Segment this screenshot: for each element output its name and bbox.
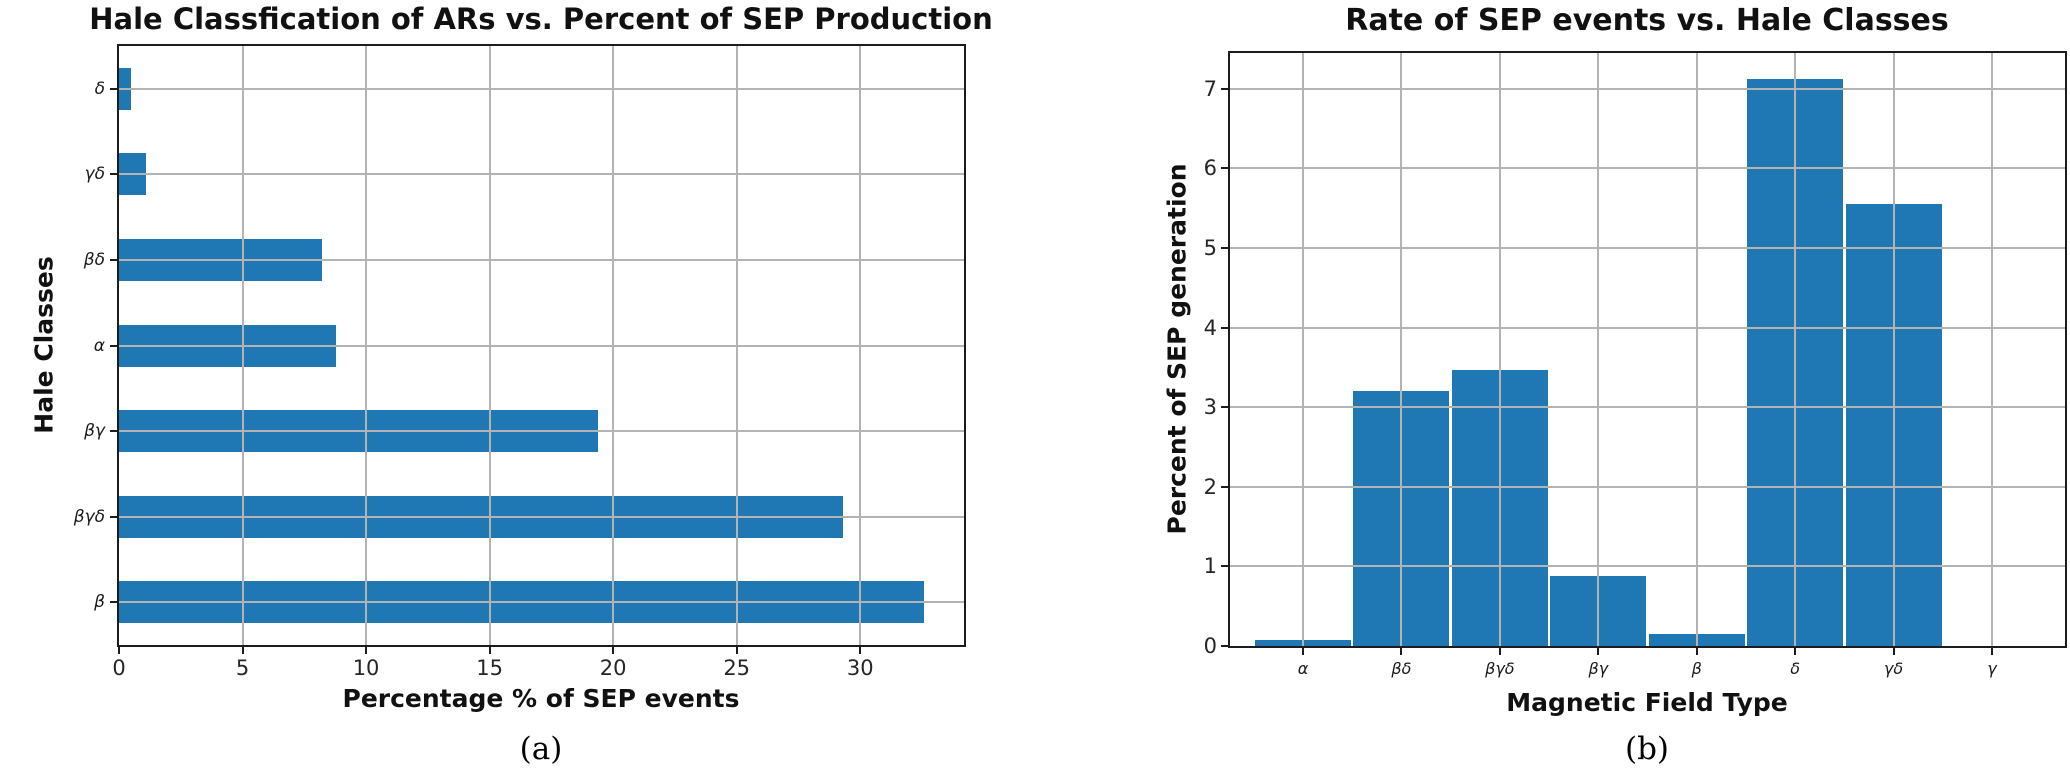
panel-a-caption: (a) <box>519 731 563 767</box>
x-tick-label: 30 <box>846 656 874 680</box>
gridline <box>1302 53 1304 646</box>
y-tick-label: 5 <box>1203 236 1217 260</box>
gridline <box>119 173 964 176</box>
x-tick-label: γδ <box>1883 659 1904 678</box>
y-tick-label: δ <box>94 78 105 99</box>
gridline <box>119 515 964 518</box>
gridline <box>1230 247 2065 249</box>
tick-mark <box>241 647 244 654</box>
gridline <box>1230 87 2065 90</box>
tick-mark <box>118 647 120 654</box>
gridline <box>119 344 964 347</box>
y-tick-label: βγδ <box>73 506 105 527</box>
tick-mark <box>1221 87 1228 90</box>
gridline <box>1794 53 1797 646</box>
chart-b-title: Rate of SEP events vs. Hale Classes <box>1345 3 1949 38</box>
tick-mark <box>1597 648 1600 655</box>
gridline <box>612 46 615 645</box>
chart-a-title: Hale Classfication of ARs vs. Percent of… <box>89 2 993 36</box>
tick-mark <box>110 515 117 518</box>
tick-mark <box>110 601 117 604</box>
tick-mark <box>1498 648 1501 655</box>
tick-mark <box>110 258 117 261</box>
y-tick-label: 2 <box>1203 474 1217 499</box>
tick-mark <box>110 344 117 347</box>
x-tick-label: β <box>1691 659 1702 678</box>
tick-mark <box>1221 247 1228 249</box>
x-tick-label: 0 <box>112 656 126 680</box>
gridline <box>1230 167 2065 170</box>
y-tick-label: α <box>93 335 105 356</box>
x-tick-label: 5 <box>235 656 250 680</box>
tick-mark <box>110 87 117 90</box>
gridline <box>859 46 862 645</box>
chart-a-plot-area: δ γδ βδ α βγ βγδ β 0 5 10 15 20 25 30 <box>74 44 966 680</box>
tick-mark <box>612 647 615 654</box>
y-tick-label: 4 <box>1203 315 1217 340</box>
chart-b-y-axis-label: Percent of SEP generation <box>1162 163 1192 535</box>
x-tick-label: βγ <box>1588 659 1609 678</box>
gridline <box>119 87 964 90</box>
x-tick-label: δ <box>1790 659 1801 678</box>
gridline <box>1230 485 2065 488</box>
tick-mark <box>1302 648 1304 655</box>
chart-b-plot-area: α βδ βγδ βγ β δ γδ γ 0 1 2 3 4 5 6 7 <box>1204 51 2067 678</box>
y-tick-label: βδ <box>83 249 105 270</box>
gridline <box>735 46 738 645</box>
x-tick-label: 20 <box>599 656 627 680</box>
tick-mark <box>859 647 862 654</box>
tick-mark <box>1221 485 1228 488</box>
gridline <box>1892 53 1895 646</box>
tick-mark <box>1221 406 1228 409</box>
gridline <box>1991 53 1993 646</box>
x-tick-label: βγδ <box>1485 659 1515 678</box>
tick-mark <box>1794 648 1797 655</box>
gridline <box>1695 53 1698 646</box>
chart-a-x-axis-label: Percentage % of SEP events <box>342 684 740 713</box>
tick-mark <box>110 173 117 176</box>
gridline <box>119 258 964 261</box>
tick-mark <box>1892 648 1895 655</box>
chart-a-y-axis-label: Hale Classes <box>29 256 59 434</box>
tick-mark <box>1695 648 1698 655</box>
x-tick-label: 25 <box>723 656 751 680</box>
gridline <box>119 430 964 433</box>
tick-mark <box>735 647 738 654</box>
y-tick-label: βγ <box>84 421 105 442</box>
y-tick-label: 3 <box>1203 395 1217 420</box>
x-tick-label: α <box>1297 659 1309 678</box>
gridline <box>1230 326 2065 329</box>
gridline <box>119 601 964 604</box>
gridline <box>1400 53 1403 646</box>
gridline <box>488 46 491 645</box>
tick-mark <box>1221 565 1228 568</box>
x-tick-label: 15 <box>476 656 503 680</box>
x-tick-label: 10 <box>352 656 380 680</box>
tick-mark <box>365 647 368 654</box>
chart-b-x-axis-label: Magnetic Field Type <box>1506 688 1788 717</box>
y-tick-label: β <box>94 592 105 613</box>
y-tick-label: 1 <box>1203 554 1217 579</box>
tick-mark <box>1991 648 1993 655</box>
gridline <box>1597 53 1600 646</box>
x-tick-label: βδ <box>1391 659 1412 678</box>
tick-mark <box>1221 645 1228 647</box>
panel-b-caption: (b) <box>1624 731 1670 767</box>
tick-mark <box>1400 648 1403 655</box>
tick-mark <box>1221 167 1228 170</box>
y-tick-label: 6 <box>1203 156 1217 181</box>
tick-mark <box>1221 326 1228 329</box>
gridline <box>365 46 368 645</box>
x-tick-label: γ <box>1987 659 1997 678</box>
tick-mark <box>488 647 491 654</box>
tick-mark <box>110 430 117 433</box>
y-tick-label: γδ <box>84 164 105 185</box>
y-tick-label: 0 <box>1203 634 1217 658</box>
gridline <box>1230 565 2065 568</box>
gridline <box>1498 53 1501 646</box>
gridline <box>241 46 244 645</box>
gridline <box>1230 406 2065 409</box>
y-tick-label: 7 <box>1203 76 1217 101</box>
